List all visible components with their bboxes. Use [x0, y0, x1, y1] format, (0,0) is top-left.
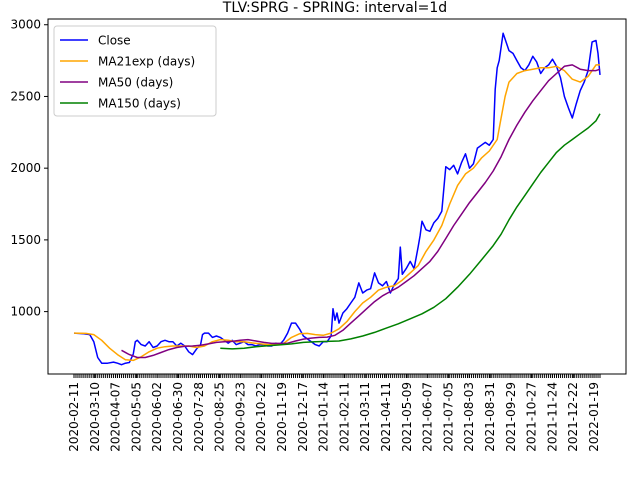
legend-box — [53, 25, 217, 117]
x-tick-label-4: 2020-06-02 — [150, 382, 164, 452]
legend-label-3: MA150 (days) — [98, 97, 181, 111]
x-tick-label-13: 2021-02-11 — [337, 382, 351, 452]
x-tick-label-14: 2021-03-11 — [358, 382, 372, 452]
legend-label-2: MA50 (days) — [98, 76, 173, 90]
x-tick-label-19: 2021-08-03 — [462, 382, 476, 452]
series-line-2 — [121, 64, 601, 359]
series-line-3 — [220, 113, 601, 350]
x-tick-label-24: 2021-12-22 — [566, 382, 580, 452]
y-tick-label-3: 2500 — [10, 89, 41, 103]
y-tick-label-2: 2000 — [10, 161, 41, 175]
x-tick-label-1: 2020-03-10 — [88, 382, 102, 452]
chart-title: TLV:SPRG - SPRING: interval=1d — [222, 0, 447, 16]
legend-label-1: MA21exp (days) — [98, 55, 195, 69]
x-tick-label-16: 2021-05-09 — [400, 382, 414, 452]
x-minor-ticks — [73, 374, 601, 378]
x-tick-label-12: 2021-01-14 — [317, 382, 331, 452]
series-layer — [73, 32, 601, 366]
y-tick-label-4: 3000 — [10, 18, 41, 32]
x-tick-label-5: 2020-06-30 — [171, 382, 185, 452]
x-tick-label-21: 2021-09-29 — [504, 382, 518, 452]
x-tick-label-7: 2020-08-25 — [213, 382, 227, 452]
x-tick-label-9: 2020-10-22 — [254, 382, 268, 452]
legend: Close MA21exp (days) MA50 (days) MA150 (day… — [53, 25, 217, 117]
x-tick-label-6: 2020-07-28 — [192, 382, 206, 452]
x-tick-label-2: 2020-04-07 — [109, 382, 123, 452]
x-tick-label-10: 2020-11-19 — [275, 382, 289, 452]
x-tick-label-23: 2021-11-24 — [545, 382, 559, 452]
legend-label-0: Close — [98, 34, 131, 48]
series-line-0 — [73, 32, 601, 366]
x-axis: 2020-02-11 2020-03-10 2020-04-07 2020-05-05… — [67, 374, 601, 452]
y-axis: 1000 1500 2000 2500 3000 — [10, 18, 48, 319]
x-tick-label-17: 2021-06-07 — [421, 382, 435, 452]
x-tick-label-20: 2021-08-31 — [483, 382, 497, 452]
x-tick-label-15: 2021-04-11 — [379, 382, 393, 452]
series-line-1 — [73, 64, 600, 362]
x-tick-label-8: 2020-09-23 — [233, 382, 247, 452]
x-tick-label-18: 2021-07-05 — [441, 382, 455, 452]
x-tick-label-11: 2020-12-17 — [296, 382, 310, 452]
x-tick-label-0: 2020-02-11 — [67, 382, 81, 452]
x-tick-label-22: 2021-10-27 — [525, 382, 539, 452]
x-tick-label-3: 2020-05-05 — [129, 382, 143, 452]
y-tick-label-0: 1000 — [10, 305, 41, 319]
y-tick-label-1: 1500 — [10, 233, 41, 247]
x-tick-label-25: 2022-01-19 — [587, 382, 601, 452]
